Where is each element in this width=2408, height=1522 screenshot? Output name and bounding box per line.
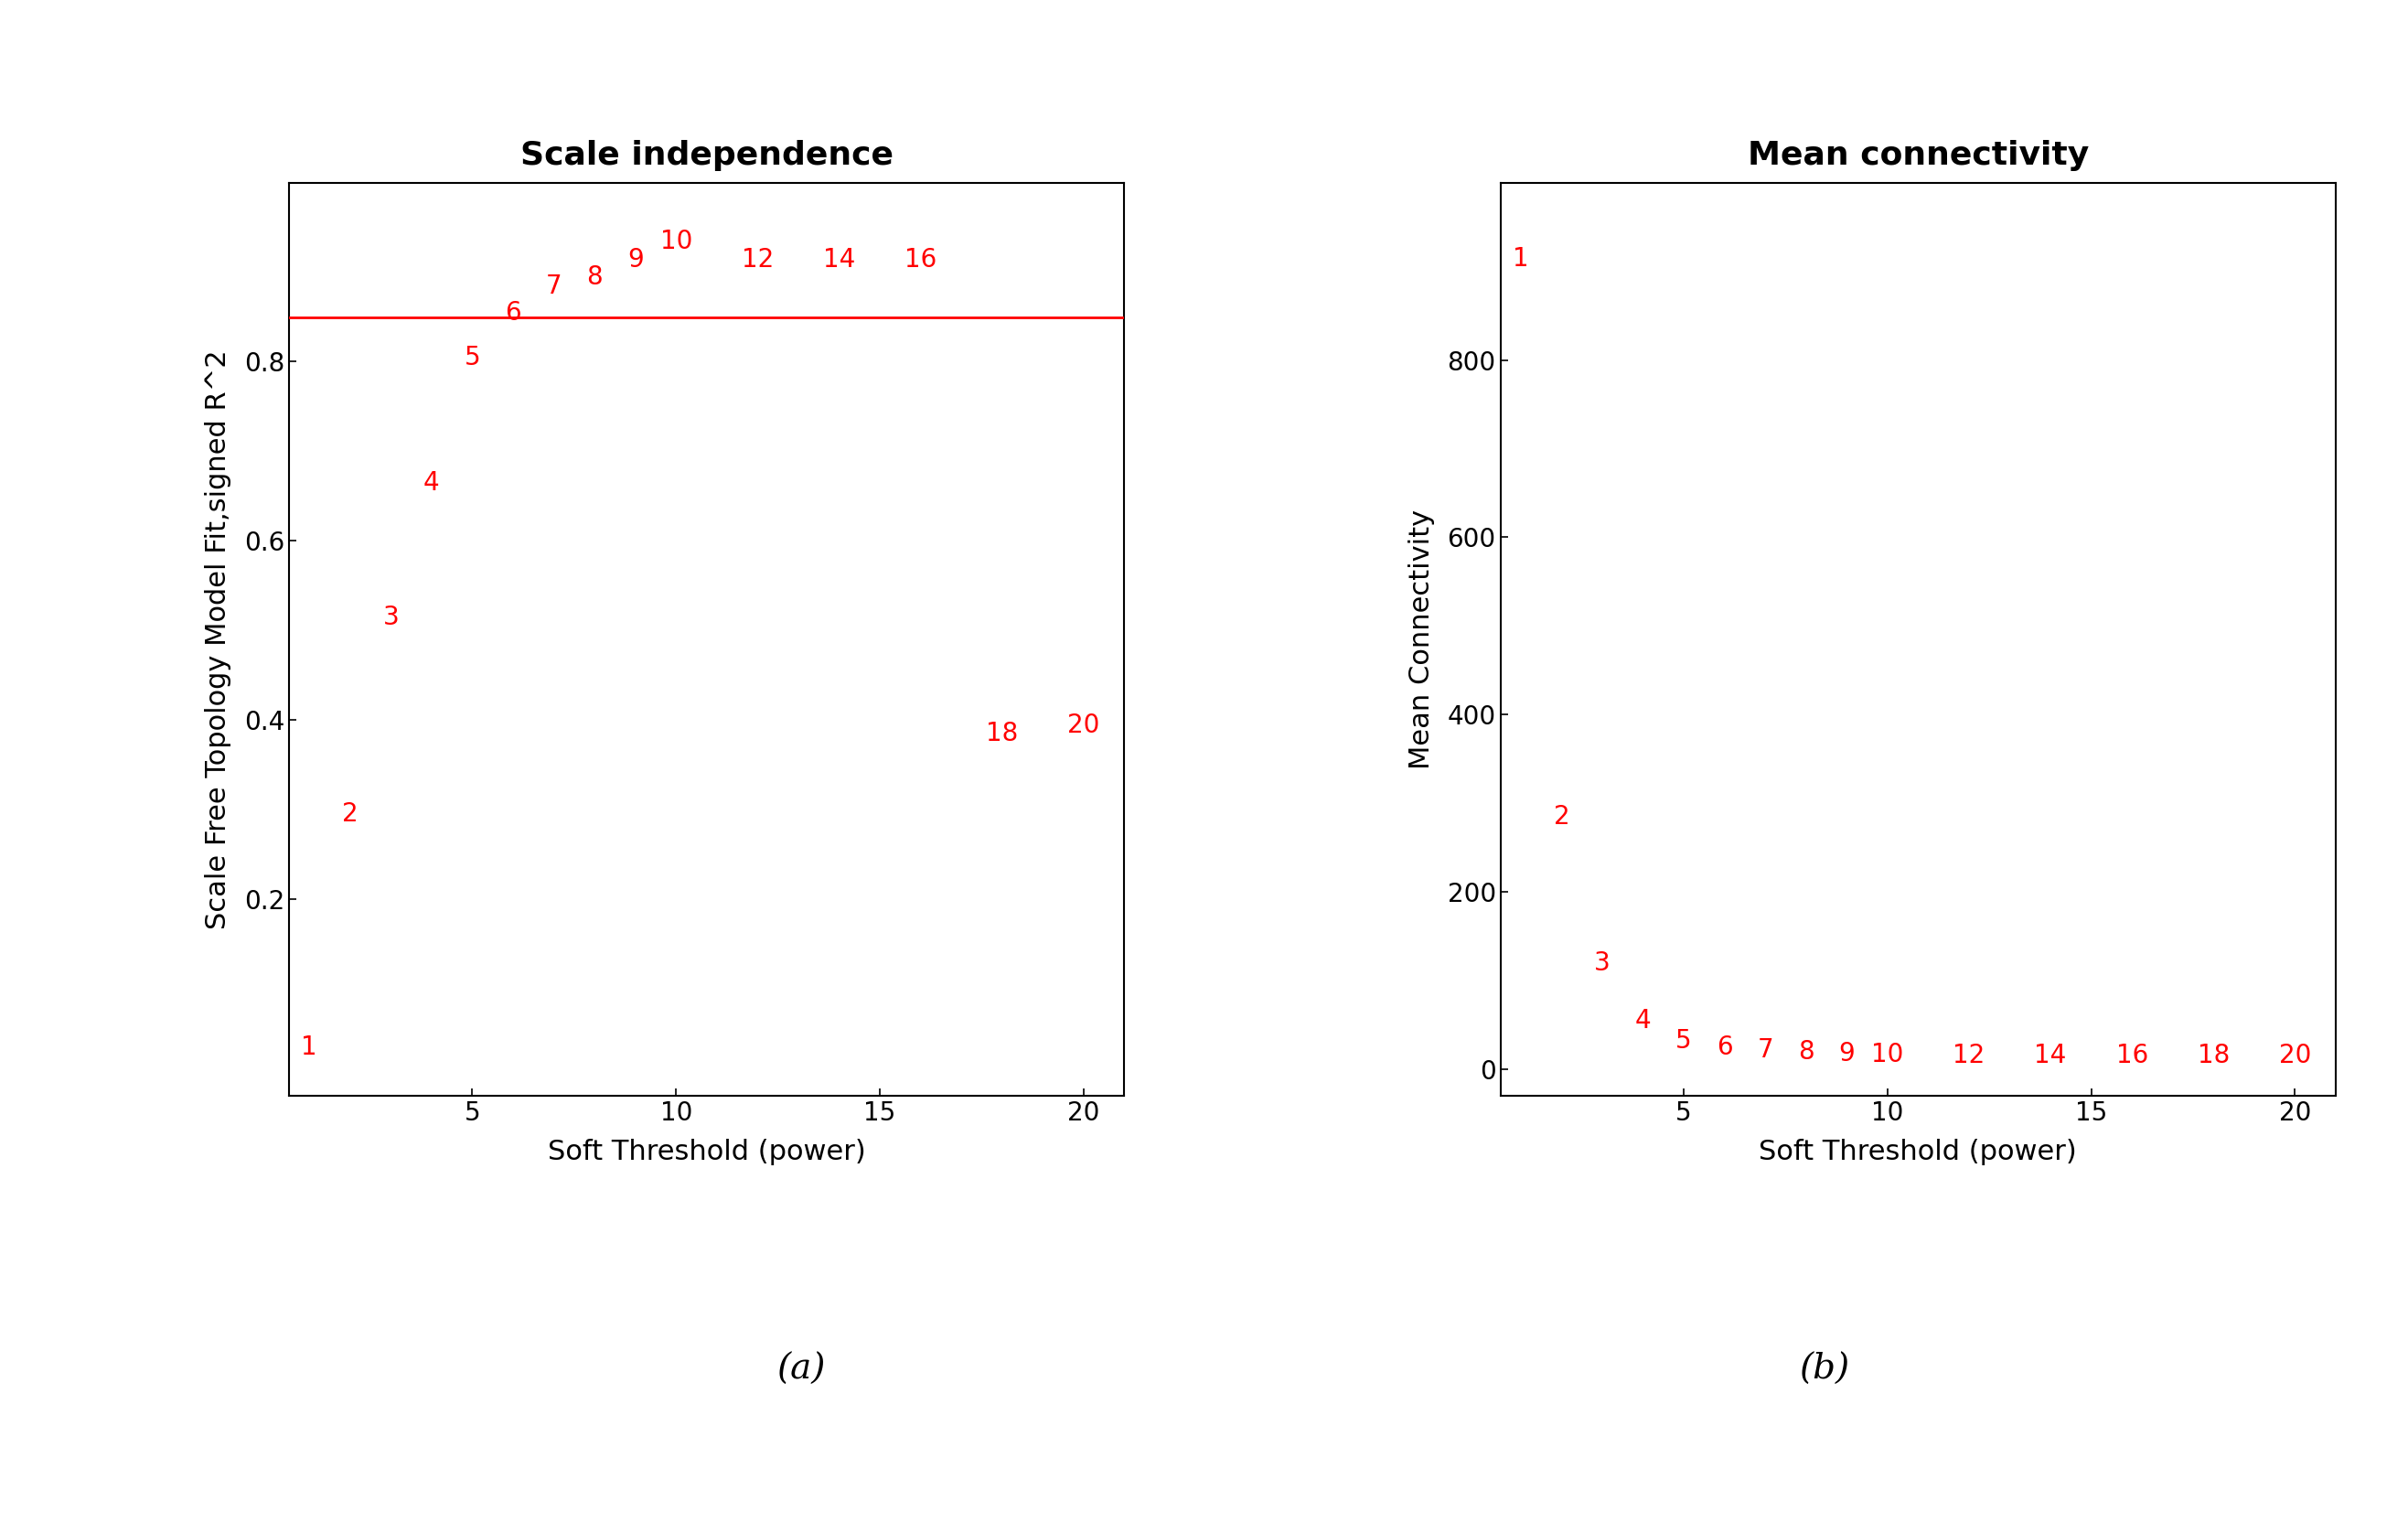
Text: 1: 1 — [1512, 245, 1529, 271]
Text: 3: 3 — [1594, 951, 1611, 976]
Text: 6: 6 — [506, 300, 520, 326]
Text: 9: 9 — [1840, 1041, 1854, 1067]
Text: 14: 14 — [824, 247, 855, 272]
Text: 2: 2 — [1553, 804, 1570, 829]
Text: 1: 1 — [301, 1035, 318, 1059]
Text: (a): (a) — [775, 1353, 826, 1387]
Title: Mean connectivity: Mean connectivity — [1748, 140, 2088, 172]
Text: 9: 9 — [626, 247, 643, 272]
Text: (b): (b) — [1799, 1353, 1849, 1387]
Text: 5: 5 — [1676, 1027, 1693, 1053]
Title: Scale independence: Scale independence — [520, 140, 893, 172]
Y-axis label: Scale Free Topology Model Fit,signed R^2: Scale Free Topology Model Fit,signed R^2 — [205, 350, 231, 928]
Text: 4: 4 — [1635, 1008, 1652, 1033]
Text: 10: 10 — [1871, 1043, 1905, 1067]
Text: 20: 20 — [1067, 712, 1100, 738]
Text: 18: 18 — [985, 721, 1019, 747]
Text: 10: 10 — [660, 228, 691, 254]
Text: 14: 14 — [2035, 1043, 2066, 1068]
Text: 6: 6 — [1717, 1035, 1731, 1061]
Text: 3: 3 — [383, 604, 400, 630]
Text: 8: 8 — [1799, 1040, 1813, 1065]
Text: 18: 18 — [2199, 1043, 2230, 1068]
Text: 12: 12 — [742, 247, 773, 272]
Text: 12: 12 — [1953, 1043, 1984, 1068]
Text: 16: 16 — [2117, 1043, 2148, 1068]
Text: 16: 16 — [905, 247, 937, 272]
X-axis label: Soft Threshold (power): Soft Threshold (power) — [1758, 1138, 2078, 1166]
Text: 4: 4 — [424, 470, 441, 496]
Y-axis label: Mean Connectivity: Mean Connectivity — [1409, 510, 1435, 769]
Text: 7: 7 — [547, 274, 561, 298]
Text: 8: 8 — [588, 265, 602, 291]
Text: 20: 20 — [2278, 1043, 2312, 1068]
Text: 2: 2 — [342, 802, 359, 828]
X-axis label: Soft Threshold (power): Soft Threshold (power) — [547, 1138, 867, 1166]
Text: 7: 7 — [1758, 1038, 1772, 1062]
Text: 5: 5 — [465, 345, 482, 371]
